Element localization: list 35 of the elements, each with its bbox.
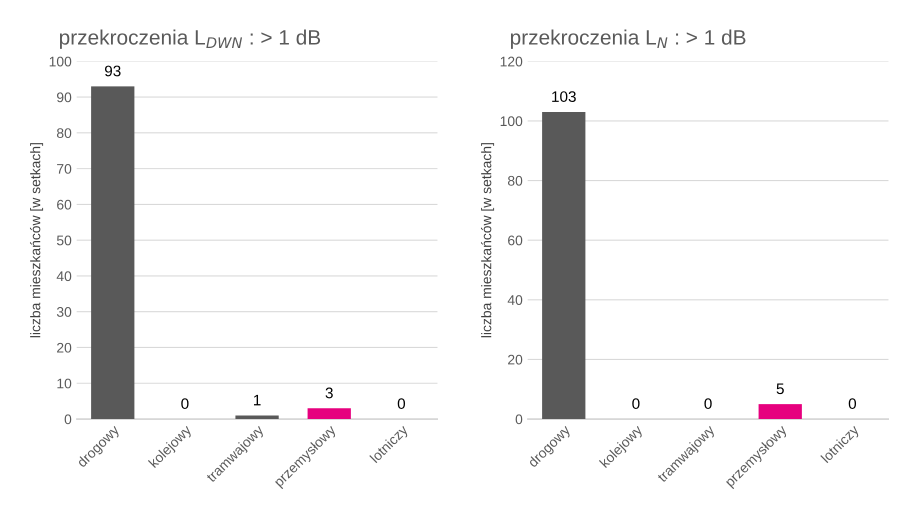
y-tick-label: 50	[56, 236, 72, 246]
data-label: 93	[104, 66, 121, 76]
y-tick-label: 100	[500, 116, 522, 126]
y-tick-label: 30	[56, 307, 72, 317]
y-tick-label: 90	[57, 92, 72, 102]
y-tick-label: 60	[57, 200, 72, 210]
y-tick-label: 40	[508, 295, 522, 305]
data-label: 0	[632, 398, 640, 410]
chart-title: przekroczenia L$_{DWN}$ : > 1 dB	[60, 29, 320, 49]
y-tick-label: 10	[57, 378, 72, 388]
data-label: 1	[254, 394, 261, 406]
data-label: 0	[704, 398, 712, 410]
bar	[91, 86, 134, 420]
y-tick-label: 0	[516, 414, 522, 424]
data-label: 0	[181, 398, 189, 410]
y-axis-title: liczba mieszkańców [w setkach]	[30, 143, 44, 338]
data-label: 5	[776, 383, 784, 394]
data-label: 3	[326, 388, 333, 398]
bar	[308, 408, 351, 420]
y-tick-label: 0	[64, 414, 72, 424]
bar	[235, 415, 279, 420]
y-tick-label: 60	[508, 236, 522, 246]
y-tick-label: 120	[500, 56, 522, 66]
y-tick-label: 40	[56, 271, 72, 282]
y-tick-label: 80	[56, 128, 72, 138]
y-axis-title: liczba mieszkańców [w setkach]	[480, 143, 494, 338]
y-tick-label: 20	[57, 342, 72, 353]
data-label: 103	[552, 91, 576, 102]
y-tick-label: 100	[50, 56, 72, 66]
y-tick-label: 20	[508, 354, 522, 365]
data-label: 0	[848, 398, 856, 410]
y-tick-label: 70	[57, 164, 72, 174]
data-label: 0	[398, 398, 406, 410]
y-tick-label: 80	[508, 176, 522, 186]
chart-title: przekroczenia L$_{N}$ : > 1 dB	[510, 29, 746, 49]
